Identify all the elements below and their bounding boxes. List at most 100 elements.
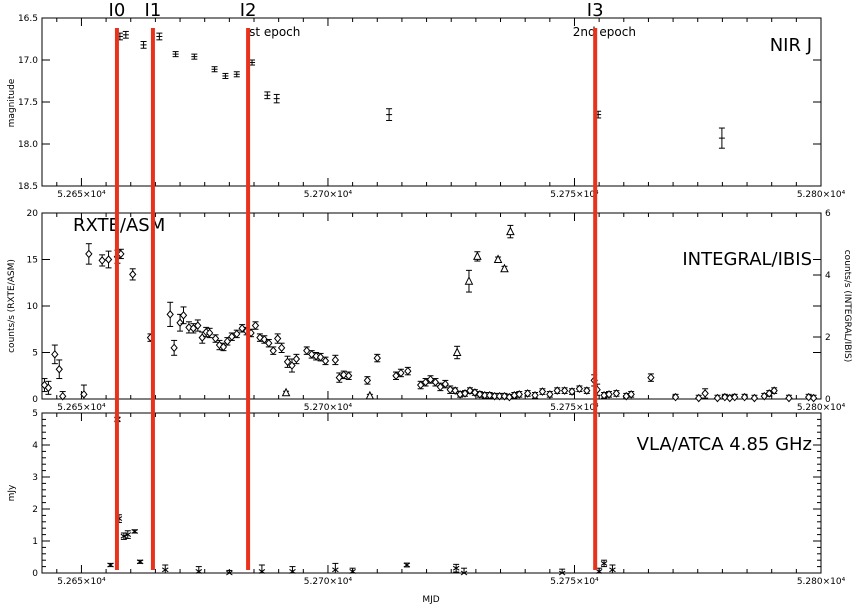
asm-data-point: [627, 390, 635, 399]
asm-data-point: [495, 391, 504, 401]
radio-y-axis-label: mJy: [7, 484, 17, 501]
asm-data-point: [104, 255, 113, 264]
asm-data-point: [176, 318, 184, 328]
ibis-data-point: [500, 263, 509, 273]
asm-data-point: [260, 335, 269, 344]
xray-x-tick-label: 5.275×10⁴: [550, 403, 599, 413]
first-epoch-label: st epoch: [249, 25, 300, 39]
xray-right-title: INTEGRAL/IBIS: [682, 249, 812, 270]
axis-ticks-layer: 5.265×10⁴ 5.270×10⁴ 5.275×10⁴ 5.280×10⁴ 5.26…: [18, 14, 846, 587]
radio-y-tick-label: 5: [32, 409, 38, 419]
asm-data-point: [98, 256, 106, 265]
nir-y-tick-label: 18.0: [18, 140, 38, 150]
radio-y-tick-label: 3: [32, 473, 38, 483]
radio-data-point-cross: [124, 532, 132, 538]
xray-x-tick-label: 5.270×10⁴: [304, 403, 353, 413]
radio-data-point-cross: [258, 568, 266, 574]
marker-label-i3: I3: [587, 0, 604, 21]
asm-data-point: [605, 390, 613, 399]
radio-data-point-cross: [131, 528, 138, 534]
radio-data-point-cross: [226, 570, 233, 576]
radio-x-tick-label: 5.280×10⁴: [797, 577, 846, 587]
marker-label-i2: I2: [240, 0, 257, 21]
asm-data-point: [481, 391, 489, 400]
asm-data-point: [251, 321, 260, 330]
asm-data-point: [416, 380, 425, 390]
radio-data-point-cross: [609, 567, 616, 573]
asm-data-point: [721, 392, 729, 402]
nir-panel-title: NIR J: [770, 35, 812, 56]
asm-data-point: [568, 387, 576, 396]
nir-y-axis-label: magnitude: [7, 78, 17, 127]
xray-panel-frame: [41, 212, 822, 400]
asm-data-point: [583, 386, 591, 395]
asm-data-point: [321, 356, 330, 366]
xray-y-tick-label: 0: [32, 395, 38, 405]
asm-data-point: [451, 386, 459, 395]
radio-panel-frame: [41, 412, 822, 574]
asm-data-point: [345, 371, 353, 381]
asm-data-point: [647, 373, 655, 382]
radio-data-point-cross: [161, 567, 169, 573]
asm-data-point: [373, 353, 381, 363]
asm-data-point: [701, 389, 709, 398]
asm-data-point: [436, 382, 445, 392]
asm-data-point: [740, 392, 749, 402]
asm-data-point: [59, 391, 67, 401]
asm-data-point: [538, 387, 547, 396]
asm-data-point: [500, 391, 509, 401]
nir-x-tick-label: 5.265×10⁴: [57, 190, 106, 200]
asm-data-point: [431, 377, 440, 387]
radio-data-point-cross: [136, 559, 144, 565]
asm-data-point: [476, 390, 484, 399]
xray-x-tick-label: 5.280×10⁴: [797, 403, 846, 413]
asm-data-point: [292, 354, 301, 364]
asm-data-point: [770, 386, 778, 395]
radio-data-point-cross: [558, 570, 566, 576]
asm-data-point: [303, 346, 311, 355]
asm-data-point: [446, 385, 454, 394]
asm-data-point: [277, 343, 286, 353]
xray-y-tick-label: 20: [27, 209, 39, 219]
asm-data-point: [486, 391, 494, 400]
x-axis-label: MJD: [422, 595, 439, 605]
asm-data-point: [531, 391, 539, 400]
asm-data-point: [80, 390, 88, 399]
nir-y-tick-label: 17.0: [18, 56, 38, 66]
radio-data-point-cross: [600, 560, 608, 566]
asm-data-point: [85, 249, 93, 259]
marker-label-i1: I1: [145, 0, 162, 21]
ibis-data-point: [464, 276, 474, 285]
radio-data-point-cross: [452, 565, 460, 571]
asm-data-point: [335, 373, 343, 382]
radio-data-point-cross: [289, 568, 296, 574]
asm-data-point: [269, 346, 277, 355]
radio-data-point-cross: [107, 562, 114, 568]
radio-y-tick-label: 1: [32, 537, 38, 547]
marker-lines-layer: I0 I1 I2 I3: [109, 0, 604, 570]
xray-y2-axis-label: counts/s (INTEGRAL/IBIS): [842, 250, 852, 363]
xray-left-title: RXTE/ASM: [73, 215, 165, 236]
ibis-data-point: [473, 251, 482, 260]
asm-data-point: [515, 390, 523, 399]
asm-data-point: [671, 392, 680, 402]
asm-data-point: [211, 334, 220, 343]
ibis-data-point: [452, 347, 462, 356]
nir-panel-frame: [41, 17, 822, 187]
asm-data-point: [805, 392, 813, 402]
xray-y-tick-label: 15: [27, 256, 38, 266]
xray-y2-tick-label: 2: [825, 333, 831, 343]
xray-y-axis-label: counts/s (RXTE/ASM): [7, 259, 17, 353]
asm-data-point: [421, 377, 430, 387]
asm-data-point: [785, 393, 793, 403]
asm-data-point: [392, 371, 400, 381]
xray-y-tick-label: 5: [32, 349, 38, 359]
asm-data-point: [765, 389, 773, 398]
asm-data-point: [575, 384, 584, 394]
asm-data-point: [750, 393, 759, 403]
radio-x-tick-label: 5.265×10⁴: [57, 577, 106, 587]
xray-x-tick-label: 5.265×10⁴: [57, 403, 106, 413]
nir-y-tick-label: 17.5: [18, 98, 38, 108]
asm-data-point: [546, 390, 554, 399]
